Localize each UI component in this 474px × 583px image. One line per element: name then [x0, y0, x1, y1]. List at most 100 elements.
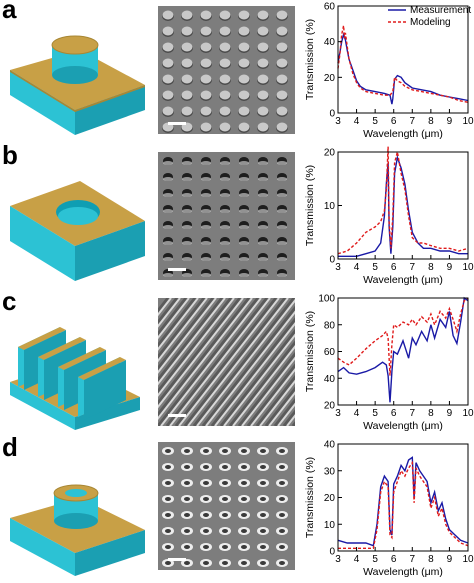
panel-a: a 3 4 5 6 7 8 9 10 0 20 40 60 Wavelength (μm) Transmi…	[0, 0, 474, 140]
sem-feature	[238, 106, 250, 116]
series-line-measurement	[338, 154, 468, 258]
grating-line	[237, 351, 295, 426]
sem-feature	[257, 74, 269, 84]
sem-feature	[203, 545, 209, 549]
sem-feature	[239, 209, 249, 213]
grating-line	[160, 298, 262, 426]
x-tick-label: 8	[428, 408, 434, 419]
chart-c: 3 4 5 6 7 8 9 10 20 40 60 80 100 Wavelength (μm) Trans…	[304, 294, 474, 433]
sem-feature	[238, 58, 250, 68]
sem-image-gratings	[158, 298, 295, 426]
chart-b: 3 4 5 6 7 8 9 10 0 10 20 Wavelength (μm) Transmissio…	[304, 146, 474, 286]
y-tick-label: 60	[324, 2, 336, 13]
sem-feature	[241, 545, 247, 549]
y-tick-label: 20	[324, 493, 336, 504]
grating-line	[192, 298, 295, 426]
grating-line	[158, 298, 233, 394]
sem-feature	[220, 209, 230, 213]
sem-feature	[184, 497, 190, 501]
sem-feature	[163, 241, 173, 245]
sem-feature	[241, 561, 247, 565]
sem-feature	[258, 241, 268, 245]
x-tick-label: 5	[372, 262, 378, 273]
sem-feature	[165, 513, 171, 517]
plot-frame	[337, 5, 469, 114]
sem-feature	[257, 90, 269, 100]
x-tick-label: 7	[410, 408, 416, 419]
sem-feature	[220, 273, 230, 277]
grating-line	[246, 363, 295, 426]
sem-feature	[219, 122, 231, 132]
sem-feature	[165, 481, 171, 485]
scale-bar	[168, 558, 186, 561]
sem-feature	[200, 10, 212, 20]
sem-feature	[239, 177, 249, 181]
sem-feature	[239, 273, 249, 277]
sem-feature	[219, 106, 231, 116]
pillar-unit-cell-icon	[10, 35, 145, 135]
grating-line	[219, 328, 295, 426]
sem-feature	[184, 561, 190, 565]
y-axis-label: Transmission (%)	[304, 457, 316, 538]
x-tick-label: 9	[447, 262, 453, 273]
x-tick-label: 10	[462, 262, 474, 273]
sem-feature	[219, 42, 231, 52]
grating-line	[277, 402, 295, 426]
panel-label-d: d	[2, 432, 18, 462]
sem-feature	[220, 161, 230, 165]
sem-feature	[182, 241, 192, 245]
x-tick-label: 5	[372, 554, 378, 565]
x-tick-label: 8	[428, 116, 434, 127]
y-axis-label: Transmission (%)	[304, 165, 316, 246]
sem-feature	[201, 209, 211, 213]
sem-feature	[162, 26, 174, 36]
sem-feature	[238, 90, 250, 100]
panel-b: b 3 4 5 6 7 8 9 10 0 10 20 Wavelength (μm) Transmiss…	[0, 140, 474, 286]
grating-line	[268, 391, 295, 426]
sem-feature	[239, 241, 249, 245]
y-tick-label: 20	[324, 148, 336, 159]
x-tick-label: 10	[462, 554, 474, 565]
grating-line	[183, 298, 287, 426]
sem-feature	[276, 106, 288, 116]
sem-feature	[260, 481, 266, 485]
sem-feature	[165, 497, 171, 501]
sem-feature	[239, 193, 249, 197]
sem-feature	[200, 58, 212, 68]
sem-feature	[182, 161, 192, 165]
sem-feature	[258, 177, 268, 181]
sem-feature	[165, 561, 171, 565]
sem-feature	[201, 241, 211, 245]
sem-feature	[276, 10, 288, 20]
grating-line	[158, 298, 217, 374]
x-tick-label: 10	[462, 408, 474, 419]
sem-feature	[203, 465, 209, 469]
x-tick-label: 3	[335, 116, 341, 127]
sem-feature	[239, 225, 249, 229]
sem-feature	[279, 481, 285, 485]
x-tick-label: 6	[391, 408, 397, 419]
sem-feature	[162, 58, 174, 68]
x-axis-label: Wavelength (μm)	[363, 274, 443, 286]
sem-feature	[203, 513, 209, 517]
sem-feature	[163, 273, 173, 277]
grating-line	[158, 298, 215, 371]
scale-bar	[168, 122, 186, 125]
sem-feature	[277, 161, 287, 165]
x-tick-label: 5	[372, 408, 378, 419]
sem-image-pillars	[158, 6, 295, 134]
grating-line	[158, 298, 242, 406]
panel-label-c: c	[2, 286, 17, 316]
sem-feature	[279, 545, 285, 549]
legend-label-modeling: Modeling	[410, 17, 451, 28]
sem-feature	[260, 497, 266, 501]
y-tick-label: 80	[324, 320, 336, 331]
sem-feature	[184, 529, 190, 533]
grating-line	[158, 298, 199, 351]
sem-feature	[220, 241, 230, 245]
sem-feature	[220, 257, 230, 261]
grating-line	[158, 298, 188, 337]
chart-d: 3 4 5 6 7 8 9 10 0 10 20 30 40 Wavelength (μm) Transmi…	[304, 440, 474, 579]
grating-line	[158, 298, 197, 348]
grating-unit-cell-icon	[10, 327, 140, 430]
